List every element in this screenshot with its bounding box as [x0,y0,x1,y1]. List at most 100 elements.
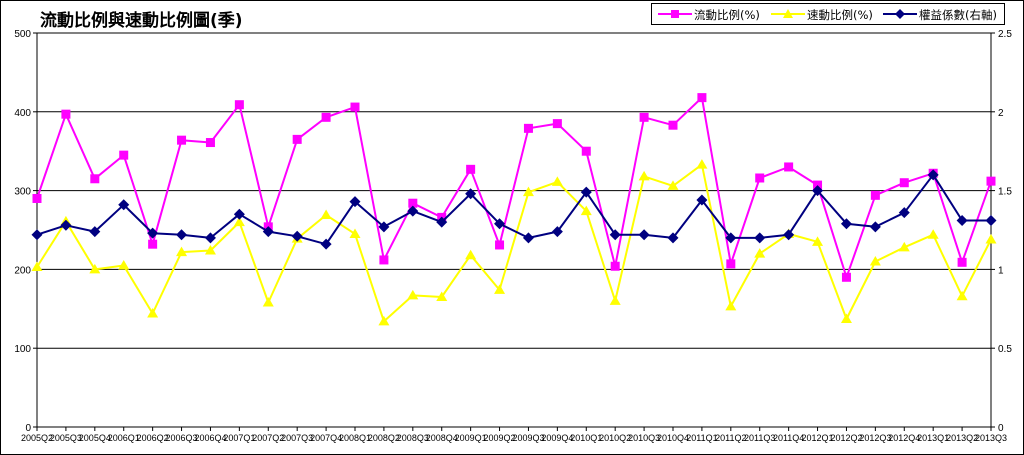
series-1-point [812,236,824,246]
series-1-point [436,291,448,301]
series-1-point [580,205,592,216]
x-tick-label: 2006Q1 [108,433,140,443]
series-0-point [899,178,909,188]
series-1-point [147,308,159,318]
series-2-point [31,229,43,241]
series-0-point [148,239,158,249]
series-0-point [90,174,100,184]
x-tick-label: 2007Q3 [281,433,313,443]
series-0-point [408,198,418,208]
series-0-point [668,120,678,130]
series-0-point [234,100,244,110]
series-1-point [754,248,766,258]
series-2-point [233,208,245,220]
series-1-point [956,290,968,301]
series-0-point [697,93,707,103]
legend-swatch-equity-multiplier [883,9,917,19]
x-tick-label: 2006Q4 [194,433,226,443]
series-1-point [378,315,390,326]
series-0-point [726,259,736,269]
series-1-point [609,295,621,305]
legend-label-current-ratio: 流動比例(%) [694,8,760,22]
series-0-point [813,180,823,190]
series-2-point [262,226,274,238]
series-0-point [523,123,533,133]
legend-label-quick-ratio: 速動比例(%) [807,8,873,22]
series-2-point [551,226,563,238]
x-tick-label: 2009Q1 [455,433,487,443]
series-1-point [204,244,216,255]
series-0-point [350,102,360,112]
y-left-tick-label: 100 [14,344,31,355]
series-0-point [755,173,765,183]
legend: 流動比例(%) 速動比例(%) 權益係數(右軸) [651,3,1005,25]
series-2-point [927,169,939,181]
series-1-point [696,159,708,169]
series-0-point [466,164,476,174]
series-1-point [985,233,997,244]
x-tick-label: 2009Q2 [484,433,516,443]
y-left-tick-label: 0 [25,423,31,434]
x-tick-label: 2008Q4 [426,433,458,443]
x-tick-label: 2011Q3 [744,433,775,443]
x-tick-label: 2007Q2 [252,433,284,443]
x-tick-label: 2010Q2 [599,433,631,443]
series-0-point [119,150,129,160]
legend-swatch-current-ratio [658,10,692,18]
series-line-0 [36,96,992,279]
y-right-tick-label: 0 [998,423,1004,434]
series-1-point [840,313,852,324]
series-2-point [638,229,650,241]
series-0-point [177,135,187,145]
series-1-point [89,263,101,274]
x-tick-label: 2012Q4 [888,433,920,443]
series-2-point [696,194,708,206]
series-2-point [898,207,910,219]
series-1-point [320,209,332,220]
x-tick-label: 2011Q2 [715,433,746,443]
x-tick-label: 2005Q2 [21,433,53,443]
series-2-point [840,218,852,230]
x-tick-label: 2008Q3 [397,433,429,443]
series-1-point [522,186,534,197]
series-0-point [495,240,505,250]
series-2-point [320,238,332,250]
series-0-point [957,257,967,267]
y-right-tick-label: 1.5 [998,187,1012,198]
series-0-point [292,134,302,144]
series-2-point [609,229,621,241]
x-tick-label: 2008Q2 [368,433,400,443]
y-right-tick-label: 1 [998,265,1004,276]
y-left-tick-label: 300 [14,187,31,198]
series-0-point [321,112,331,122]
series-2-point [494,218,506,230]
series-2-point [869,221,881,233]
y-left-tick-label: 400 [14,108,31,119]
series-0-point [61,109,71,119]
series-2-point [956,215,968,227]
series-1-point [869,256,881,266]
series-0-point [32,193,42,203]
series-0-point [552,119,562,129]
series-2-point [118,199,130,211]
y-right-tick-label: 2.5 [998,29,1012,40]
x-tick-label: 2011Q4 [773,433,804,443]
series-line-1 [36,163,992,323]
series-2-point [725,232,737,244]
series-1-point [465,249,477,260]
x-tick-label: 2012Q3 [859,433,891,443]
series-1-point [725,300,737,311]
series-2-point [349,196,361,208]
series-2-point [378,221,390,233]
series-2-point [783,229,795,241]
series-2-point [291,230,303,242]
series-0-point [841,272,851,282]
x-tick-label: 2008Q1 [339,433,371,443]
x-tick-label: 2005Q3 [50,433,82,443]
legend-item-quick-ratio: 速動比例(%) [769,4,879,24]
series-0-point [379,255,389,265]
series-1-point [118,259,130,270]
series-2-point [147,227,159,239]
x-tick-label: 2013Q1 [917,433,949,443]
